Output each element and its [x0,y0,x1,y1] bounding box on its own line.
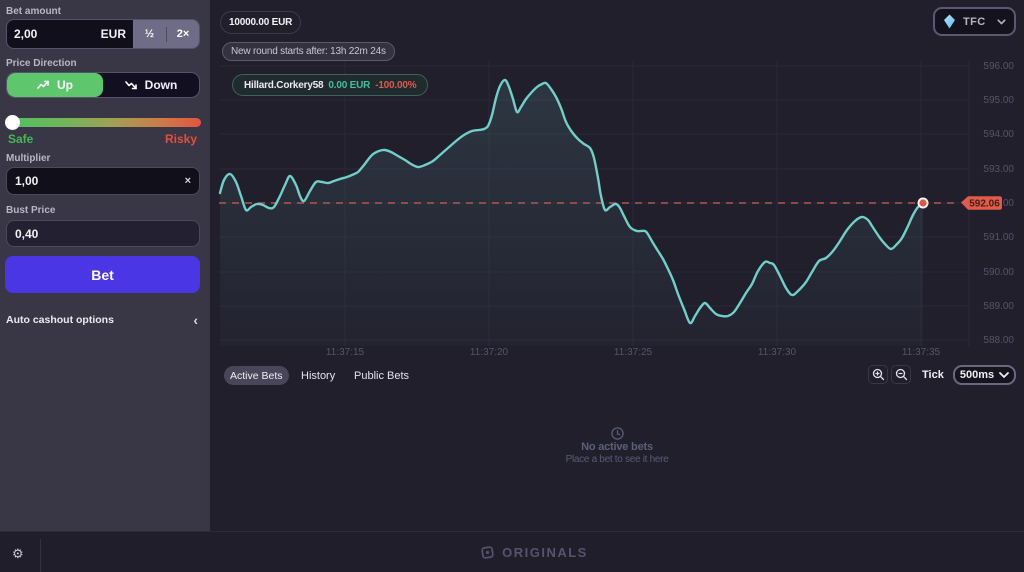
svg-text:592.06: 592.06 [969,199,1000,210]
